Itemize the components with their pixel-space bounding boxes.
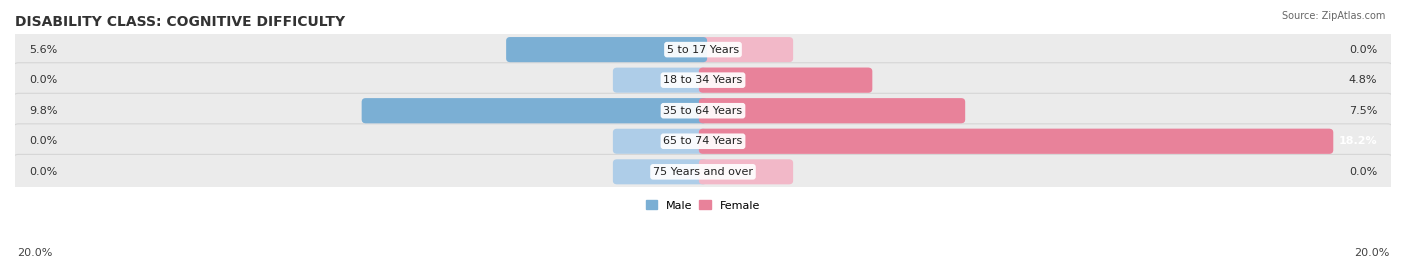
Text: 0.0%: 0.0% bbox=[28, 136, 58, 146]
FancyBboxPatch shape bbox=[506, 37, 707, 62]
Text: 0.0%: 0.0% bbox=[28, 75, 58, 85]
Text: 35 to 64 Years: 35 to 64 Years bbox=[664, 106, 742, 116]
Text: 20.0%: 20.0% bbox=[1354, 248, 1389, 258]
Text: 18 to 34 Years: 18 to 34 Years bbox=[664, 75, 742, 85]
Text: 5.6%: 5.6% bbox=[28, 45, 58, 55]
FancyBboxPatch shape bbox=[13, 32, 1393, 67]
Text: 20.0%: 20.0% bbox=[17, 248, 52, 258]
FancyBboxPatch shape bbox=[699, 98, 965, 123]
FancyBboxPatch shape bbox=[699, 98, 965, 123]
Text: 0.0%: 0.0% bbox=[1348, 45, 1378, 55]
Legend: Male, Female: Male, Female bbox=[641, 196, 765, 215]
Text: DISABILITY CLASS: COGNITIVE DIFFICULTY: DISABILITY CLASS: COGNITIVE DIFFICULTY bbox=[15, 15, 344, 29]
FancyBboxPatch shape bbox=[13, 154, 1393, 189]
Text: 75 Years and over: 75 Years and over bbox=[652, 167, 754, 177]
FancyBboxPatch shape bbox=[699, 129, 1333, 154]
FancyBboxPatch shape bbox=[13, 124, 1393, 159]
Text: 18.2%: 18.2% bbox=[1339, 136, 1378, 146]
FancyBboxPatch shape bbox=[361, 98, 707, 123]
FancyBboxPatch shape bbox=[613, 68, 707, 93]
Text: 4.8%: 4.8% bbox=[1348, 75, 1378, 85]
FancyBboxPatch shape bbox=[506, 37, 707, 62]
Text: 5 to 17 Years: 5 to 17 Years bbox=[666, 45, 740, 55]
Text: 0.0%: 0.0% bbox=[28, 167, 58, 177]
FancyBboxPatch shape bbox=[613, 129, 707, 154]
FancyBboxPatch shape bbox=[613, 159, 707, 184]
FancyBboxPatch shape bbox=[699, 129, 1333, 154]
Text: Source: ZipAtlas.com: Source: ZipAtlas.com bbox=[1281, 11, 1385, 21]
FancyBboxPatch shape bbox=[699, 37, 793, 62]
FancyBboxPatch shape bbox=[699, 68, 872, 93]
FancyBboxPatch shape bbox=[699, 68, 872, 93]
FancyBboxPatch shape bbox=[699, 159, 793, 184]
FancyBboxPatch shape bbox=[13, 63, 1393, 98]
FancyBboxPatch shape bbox=[13, 93, 1393, 128]
Text: 65 to 74 Years: 65 to 74 Years bbox=[664, 136, 742, 146]
Text: 9.8%: 9.8% bbox=[28, 106, 58, 116]
Text: 0.0%: 0.0% bbox=[1348, 167, 1378, 177]
Text: 7.5%: 7.5% bbox=[1348, 106, 1378, 116]
FancyBboxPatch shape bbox=[361, 98, 707, 123]
